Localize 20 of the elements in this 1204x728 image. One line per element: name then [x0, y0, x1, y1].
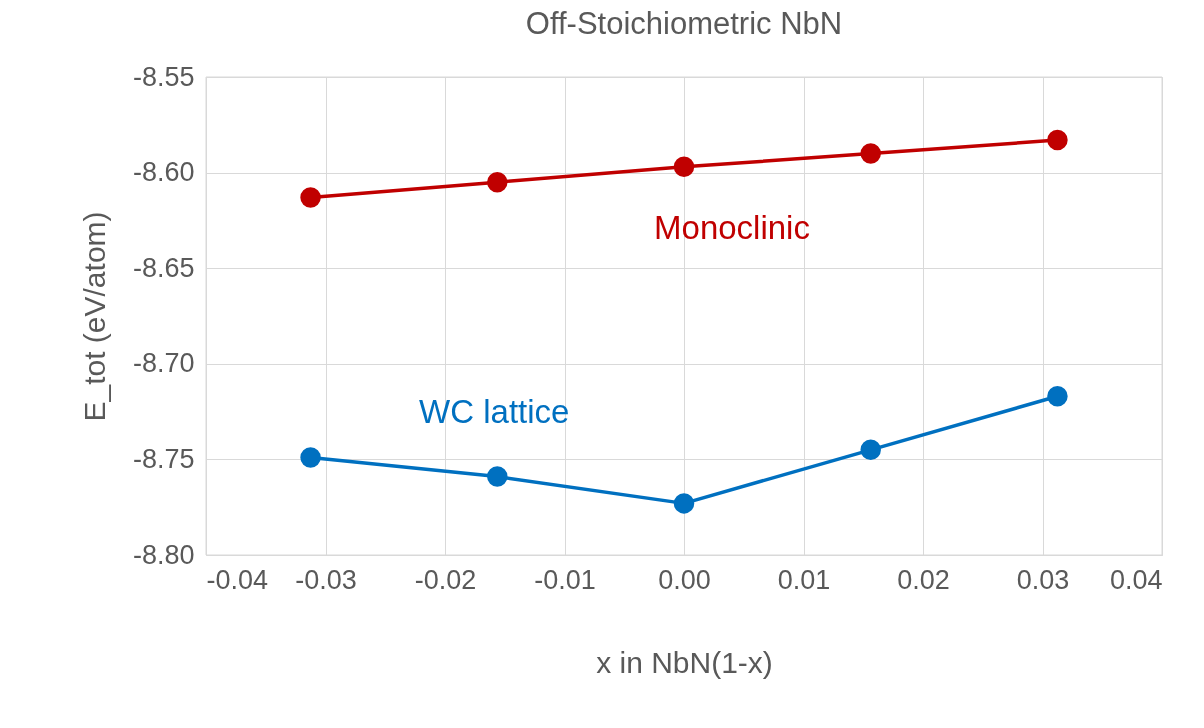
x-axis-title: x in NbN(1-x) — [596, 645, 773, 679]
x-tick-label: -0.04 — [206, 564, 269, 595]
x-tick-label: 0.04 — [1109, 564, 1163, 595]
y-tick-label: -8.60 — [132, 157, 195, 188]
y-tick-label: -8.55 — [132, 61, 195, 92]
x-tick-label: -0.02 — [414, 564, 477, 595]
y-tick-label: -8.80 — [132, 539, 195, 570]
x-tick-label: 0.03 — [1016, 564, 1070, 595]
x-tick-label: 0.02 — [897, 564, 950, 595]
x-tick-label: -0.01 — [534, 564, 596, 595]
x-tick-label: 0.00 — [658, 564, 711, 595]
x-tick-label: -0.03 — [295, 564, 357, 595]
series-label: Monoclinic — [654, 208, 810, 246]
y-tick-label: -8.75 — [132, 443, 195, 474]
series-label: WC lattice — [419, 392, 570, 430]
y-tick-label: -8.65 — [132, 252, 195, 283]
y-axis-title: E_tot (eV/atom) — [77, 211, 111, 422]
x-tick-label: 0.01 — [777, 564, 831, 595]
chart-title: Off-Stoichiometric NbN — [525, 6, 843, 41]
y-tick-label: -8.70 — [132, 348, 195, 379]
